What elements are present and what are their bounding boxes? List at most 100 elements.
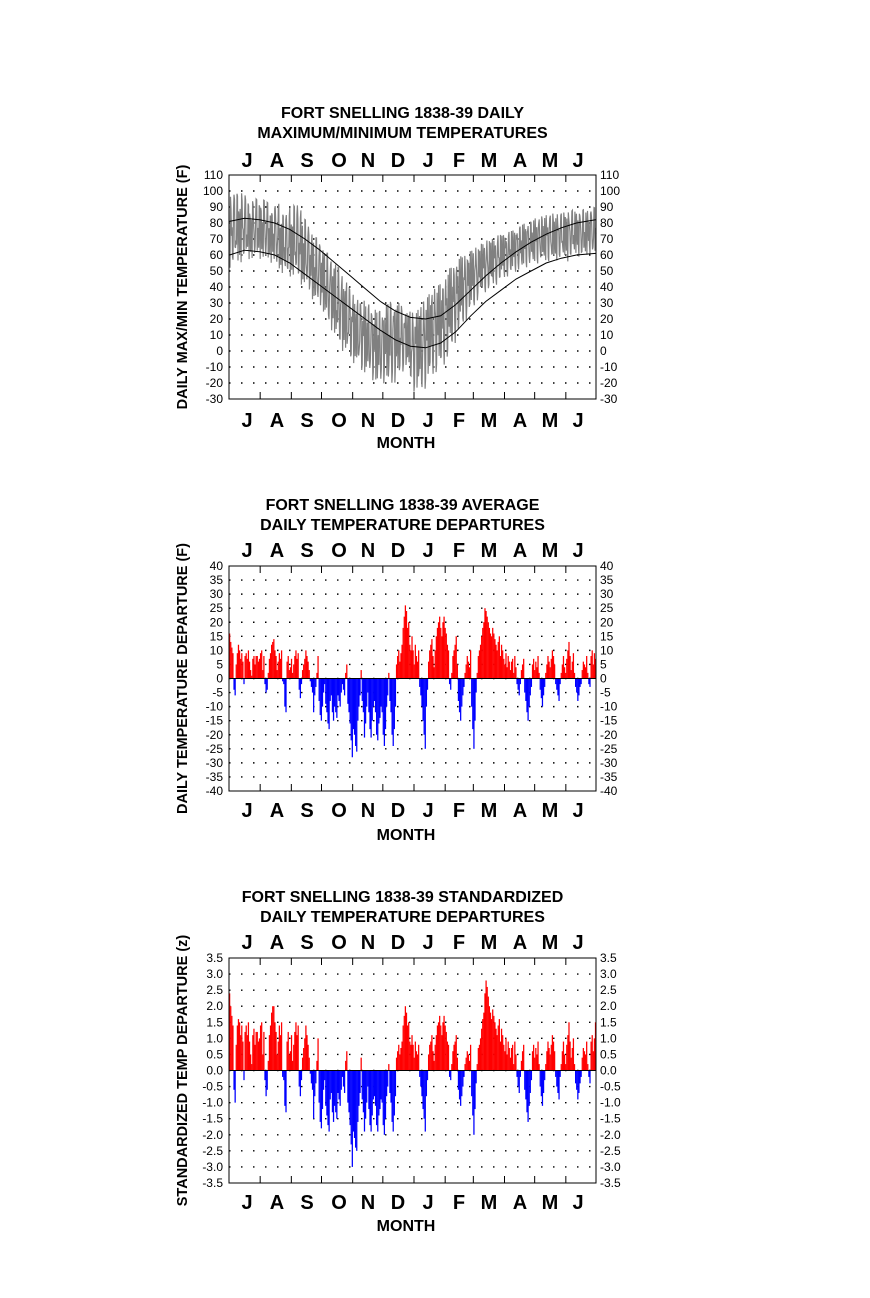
positive-departure-bar	[273, 639, 275, 679]
negative-departure-bar	[382, 1070, 384, 1126]
positive-departure-bar	[255, 1031, 257, 1071]
negative-departure-bar	[309, 678, 311, 682]
negative-departure-bar	[343, 678, 346, 696]
negative-departure-bar	[343, 1070, 346, 1093]
negative-departure-bar	[556, 1070, 558, 1087]
positive-departure-bar	[257, 661, 259, 679]
negative-departure-bar	[361, 678, 363, 701]
positive-departure-bar	[435, 636, 437, 679]
negative-departure-bar	[392, 678, 394, 746]
negative-departure-bar	[457, 1070, 460, 1090]
negative-departure-bar	[379, 678, 381, 718]
positive-departure-bar	[277, 1041, 279, 1071]
negative-departure-bar	[384, 1070, 387, 1119]
negative-departure-bar	[519, 1070, 521, 1077]
negative-departure-bar	[358, 678, 360, 707]
positive-departure-bar	[532, 658, 535, 679]
negative-departure-bar	[542, 1070, 545, 1093]
month-label-top: D	[391, 150, 405, 172]
positive-departure-bar	[465, 664, 467, 679]
negative-departure-bar	[283, 1070, 285, 1081]
negative-departure-bar	[313, 1070, 315, 1119]
positive-departure-bar	[256, 1031, 258, 1071]
y-tick-label-right: 2.5	[600, 983, 617, 997]
positive-departure-bar	[296, 1035, 298, 1071]
positive-departure-bar	[414, 644, 416, 679]
positive-departure-bar	[308, 670, 310, 679]
positive-departure-bar	[468, 1060, 471, 1071]
negative-departure-bar	[576, 678, 578, 693]
positive-departure-bar	[446, 1041, 449, 1071]
negative-departure-bar	[516, 678, 518, 685]
positive-departure-bar	[242, 1041, 244, 1071]
y-tick-label-left: -1.0	[202, 1096, 223, 1110]
month-label-top: J	[241, 932, 252, 954]
positive-departure-bar	[497, 1025, 499, 1071]
positive-departure-bar	[235, 1044, 237, 1071]
negative-departure-bar	[349, 1070, 351, 1126]
negative-departure-bar	[328, 678, 330, 730]
positive-departure-bar	[447, 1044, 450, 1071]
positive-departure-bar	[301, 670, 304, 679]
negative-departure-bar	[378, 1070, 380, 1116]
y-tick-label-right: 1.0	[600, 1031, 617, 1045]
negative-departure-bar	[461, 678, 463, 707]
y-tick-label-left: 70	[210, 232, 224, 246]
positive-departure-bar	[502, 1035, 504, 1071]
positive-departure-bar	[583, 1051, 586, 1071]
positive-departure-bar	[486, 616, 488, 679]
month-label-bottom: J	[241, 410, 252, 432]
negative-departure-bar	[576, 1070, 578, 1090]
positive-departure-bar	[388, 1064, 390, 1071]
negative-departure-bar	[300, 678, 303, 685]
negative-departure-bar	[371, 1070, 373, 1116]
positive-departure-bar	[493, 633, 495, 679]
negative-departure-bar	[580, 1070, 582, 1077]
positive-departure-bar	[398, 650, 400, 679]
negative-departure-bar	[234, 678, 236, 696]
positive-departure-bar	[274, 1022, 276, 1071]
positive-departure-bar	[497, 641, 499, 679]
negative-departure-bar	[330, 678, 332, 696]
negative-departure-bar	[356, 678, 358, 752]
y-tick-label-left: -40	[206, 784, 224, 798]
positive-departure-bar	[246, 658, 248, 679]
positive-departure-bar	[286, 1041, 288, 1071]
positive-departure-bar	[537, 656, 539, 679]
y-tick-label-right: 90	[600, 200, 614, 214]
positive-departure-bar	[345, 1060, 347, 1071]
positive-departure-bar	[536, 667, 538, 679]
positive-departure-bar	[549, 667, 551, 679]
positive-departure-bar	[451, 672, 453, 679]
positive-departure-bar	[247, 1022, 250, 1071]
negative-departure-bar	[313, 678, 315, 713]
negative-departure-bar	[362, 678, 365, 713]
positive-departure-bar	[275, 656, 277, 679]
chart-title-line: MAXIMUM/MINIMUM TEMPERATURES	[257, 125, 548, 142]
negative-departure-bar	[541, 1070, 544, 1106]
positive-departure-bar	[456, 1057, 458, 1071]
y-tick-label-right: -30	[600, 392, 618, 406]
negative-departure-bar	[362, 1070, 365, 1113]
positive-departure-bar	[466, 656, 468, 679]
positive-departure-bar	[253, 1028, 255, 1071]
negative-departure-bar	[524, 1070, 526, 1090]
month-label-top: A	[270, 540, 284, 562]
positive-departure-bar	[499, 656, 502, 679]
positive-departure-bar	[465, 1057, 467, 1071]
negative-departure-bar	[579, 678, 581, 687]
positive-departure-bar	[481, 636, 483, 679]
negative-departure-bar	[423, 1070, 425, 1119]
negative-departure-bar	[394, 1070, 397, 1097]
y-axis-label: DAILY MAX/MIN TEMPERATURE (F)	[175, 165, 191, 410]
positive-departure-bar	[587, 1064, 589, 1071]
positive-departure-bar	[550, 658, 552, 679]
negative-departure-bar	[366, 678, 368, 707]
positive-departure-bar	[587, 672, 589, 679]
negative-departure-bar	[340, 1070, 342, 1090]
negative-departure-bar	[351, 1070, 353, 1167]
positive-departure-bar	[237, 644, 240, 679]
positive-departure-bar	[483, 622, 485, 679]
y-tick-label-left: 3.5	[206, 951, 223, 965]
positive-departure-bar	[547, 656, 549, 679]
